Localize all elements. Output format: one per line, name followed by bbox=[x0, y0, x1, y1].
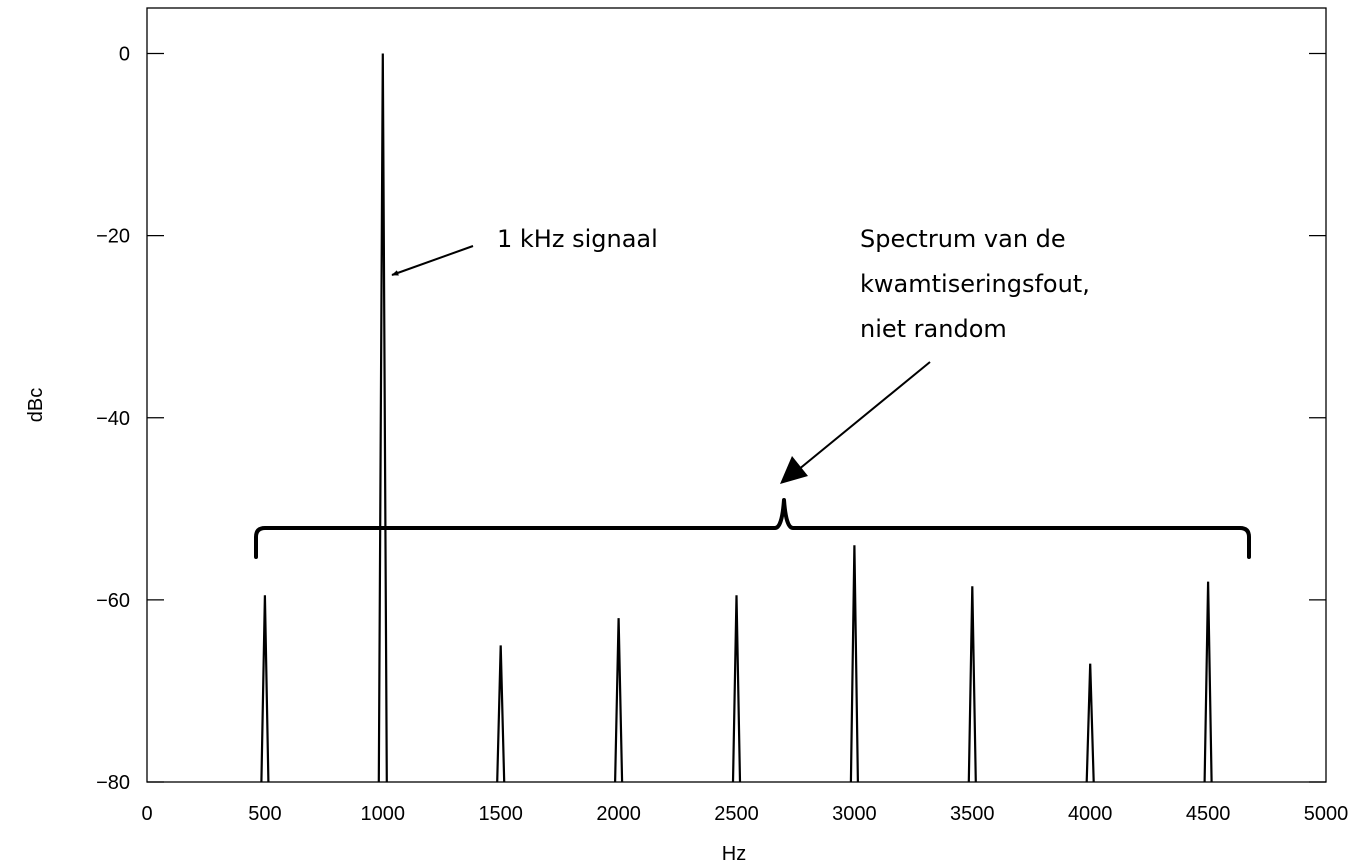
plot-frame bbox=[146, 7, 1327, 783]
x-axis-label: Hz bbox=[722, 843, 746, 863]
error-spectrum-arrowhead bbox=[780, 456, 808, 484]
x-tick-label: 500 bbox=[248, 803, 281, 825]
y-axis-ticks: 0 −20 −40 −60 −80 bbox=[96, 44, 1326, 794]
x-tick-label: 2500 bbox=[714, 803, 759, 825]
spectrum-peak bbox=[614, 618, 624, 783]
y-tick-label: −80 bbox=[96, 772, 130, 794]
x-tick-label: 3000 bbox=[832, 803, 877, 825]
x-axis-ticks: 0 500 1000 1500 2000 2500 3000 3500 4000 4500 5000 bbox=[141, 803, 1348, 825]
spectrum-series bbox=[260, 53, 1213, 783]
error-spectrum-annotation-line-2: kwamtiseringsfout, bbox=[860, 270, 1090, 298]
y-tick-label: 0 bbox=[119, 44, 130, 66]
error-spectrum-annotation-line-1: Spectrum van de bbox=[860, 225, 1066, 253]
error-spectrum-annotation-line-3: niet random bbox=[860, 315, 1007, 343]
signal-arrow bbox=[391, 245, 474, 276]
y-axis-label: dBc bbox=[25, 388, 47, 422]
x-tick-label: 2000 bbox=[596, 803, 641, 825]
x-tick-label: 4500 bbox=[1186, 803, 1231, 825]
spectrum-peak bbox=[967, 586, 977, 783]
spectrum-peak bbox=[731, 595, 742, 783]
spectrum-peak bbox=[260, 595, 270, 783]
x-tick-label: 4000 bbox=[1068, 803, 1113, 825]
error-spectrum-brace bbox=[254, 498, 1251, 559]
y-tick-label: −20 bbox=[96, 226, 130, 248]
spectrum-peak bbox=[496, 645, 506, 783]
error-spectrum-annotation: Spectrum van de kwamtiseringsfout, niet … bbox=[860, 225, 1097, 343]
spectrum-peak bbox=[849, 545, 859, 783]
x-tick-label: 5000 bbox=[1304, 803, 1349, 825]
spectrum-peak bbox=[377, 53, 388, 783]
y-tick-label: −40 bbox=[96, 408, 130, 430]
x-tick-label: 0 bbox=[141, 803, 152, 825]
x-tick-label: 1500 bbox=[478, 803, 523, 825]
error-spectrum-arrow bbox=[797, 361, 931, 471]
x-tick-label: 3500 bbox=[950, 803, 995, 825]
spectrum-peak bbox=[1203, 581, 1213, 783]
signal-annotation: 1 kHz signaal bbox=[497, 225, 658, 253]
y-tick-label: −60 bbox=[96, 590, 130, 612]
spectrum-peak bbox=[1085, 663, 1095, 783]
x-tick-label: 1000 bbox=[361, 803, 406, 825]
